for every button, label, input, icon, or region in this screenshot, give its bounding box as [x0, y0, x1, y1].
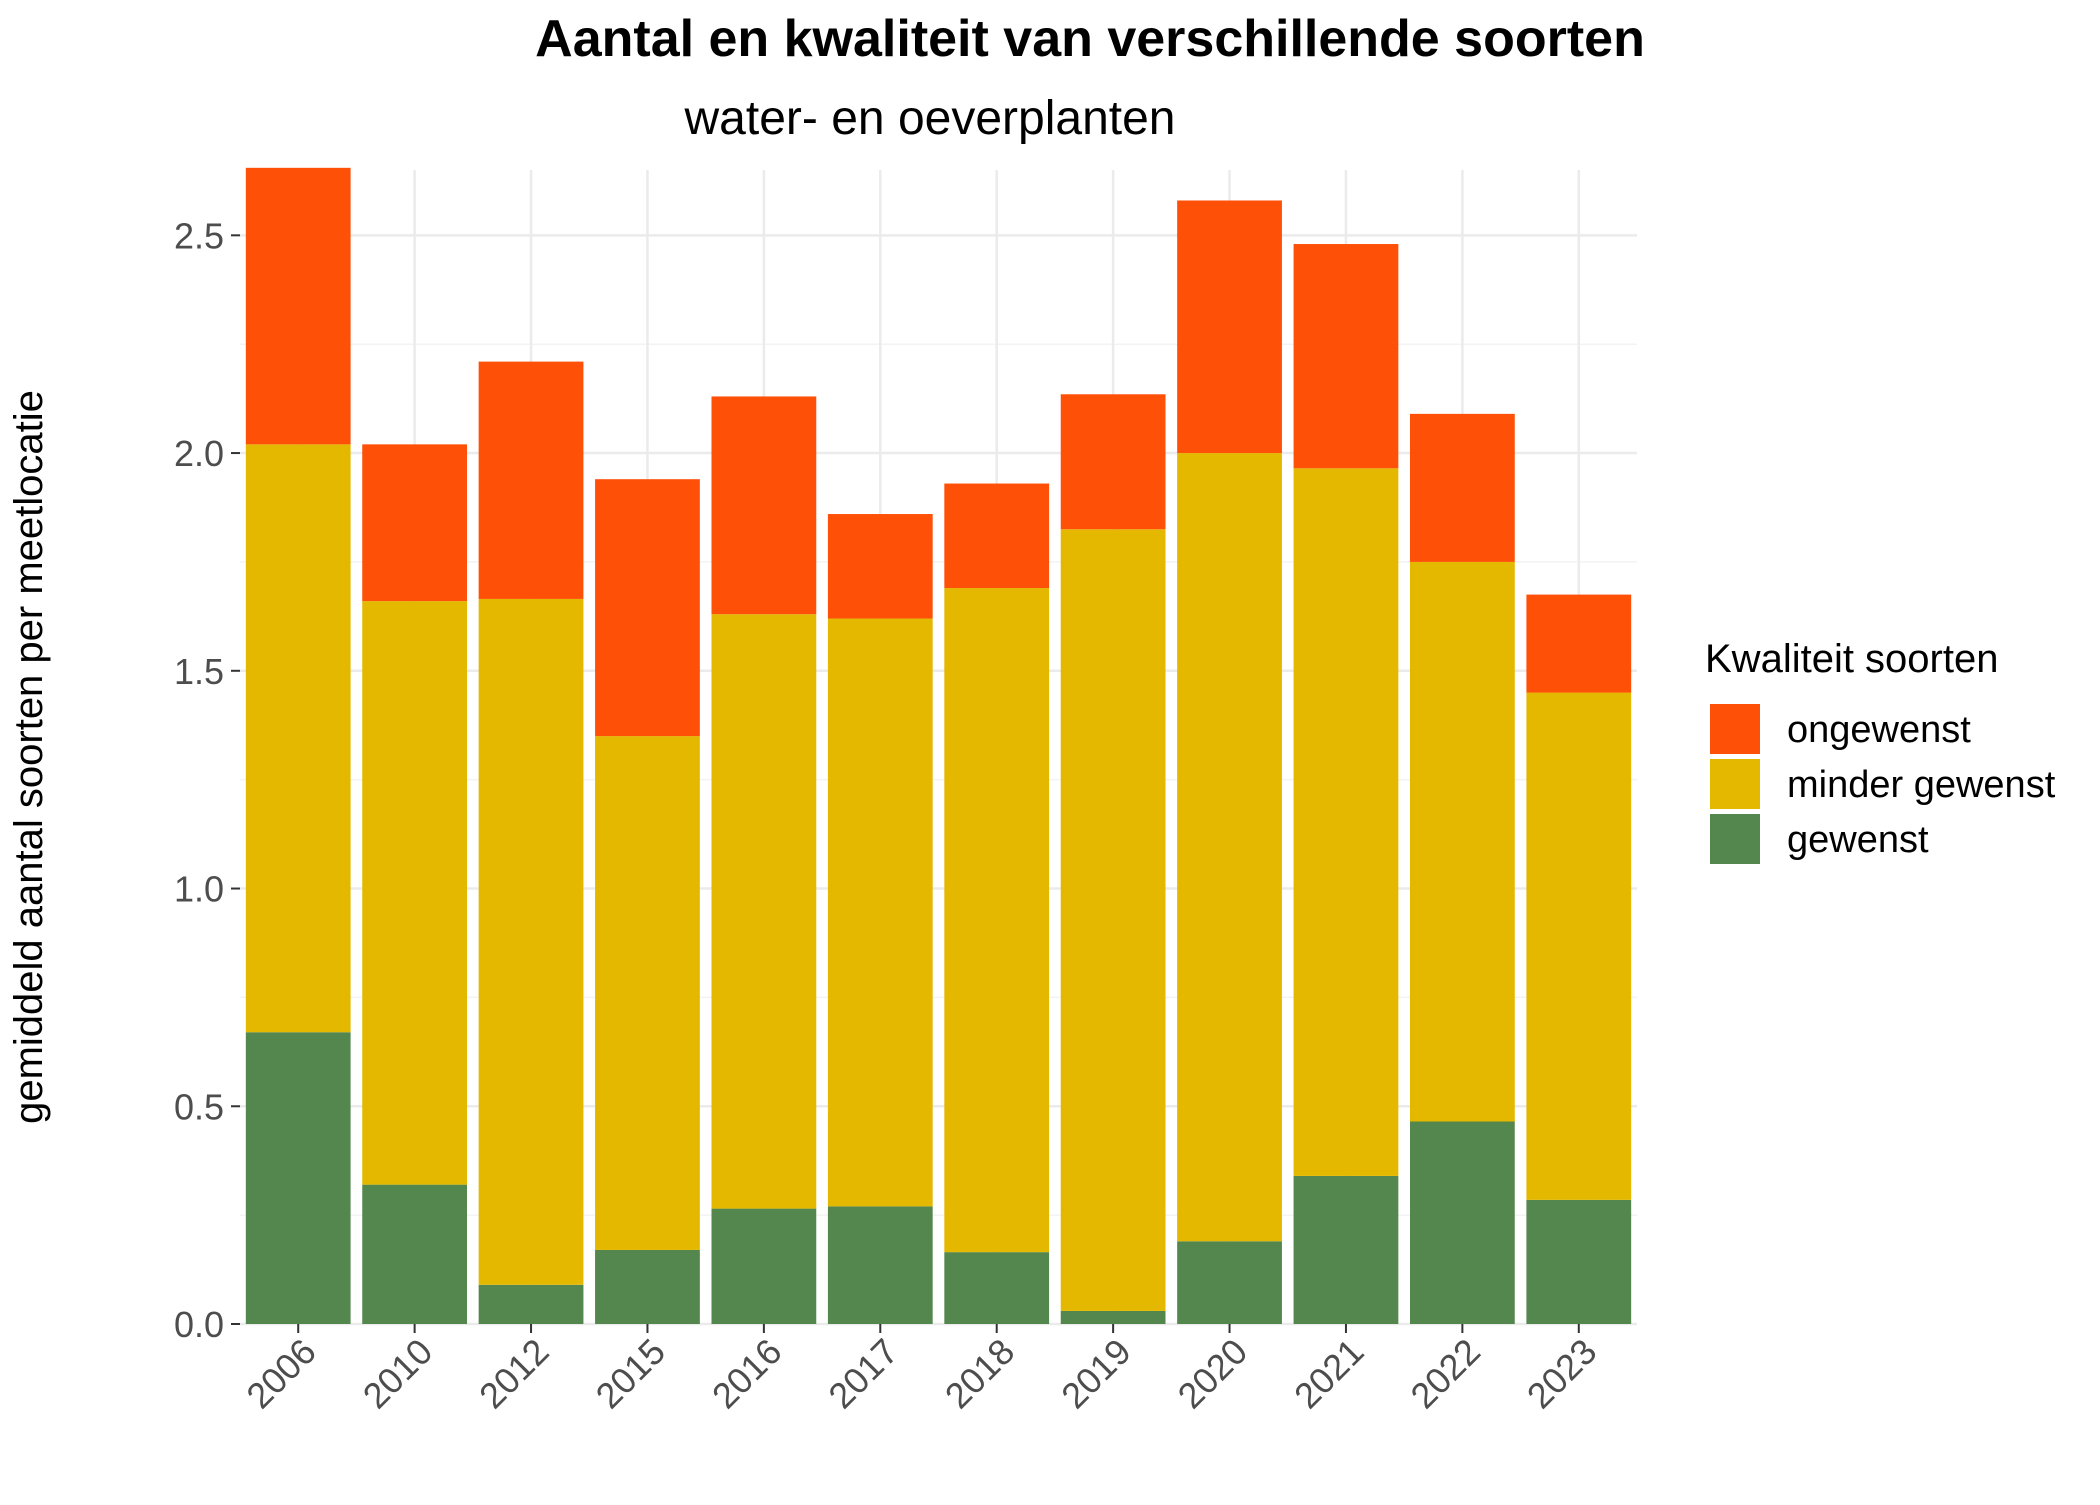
bar-ongewenst-2012 — [478, 361, 584, 599]
x-tick-label: 2010 — [355, 1331, 441, 1417]
bar-minder-gewenst-2017 — [827, 618, 933, 1207]
x-tick-label: 2012 — [471, 1331, 557, 1417]
x-axis-ticks: 2006 2010 2012 2015 2016 2017 2018 2019 2020 2021… — [238, 1324, 1604, 1416]
bar-ongewenst-2021 — [1293, 244, 1399, 469]
legend-label-gewenst: gewenst — [1787, 819, 1929, 861]
y-tick-label: 2.0 — [174, 433, 224, 474]
legend-label-minder-gewenst: minder gewenst — [1787, 764, 2056, 806]
chart-subtitle: water- en oeverplanten — [684, 92, 1176, 145]
bar-minder-gewenst-2012 — [478, 598, 584, 1285]
bars — [245, 167, 1632, 1324]
legend-title: Kwaliteit soorten — [1705, 637, 1998, 681]
bar-ongewenst-2010 — [362, 444, 468, 602]
bar-gewenst-2022 — [1409, 1121, 1515, 1324]
x-tick-label: 2006 — [238, 1331, 324, 1417]
y-tick-label: 0.5 — [174, 1086, 224, 1127]
bar-gewenst-2017 — [827, 1206, 933, 1324]
x-tick-label: 2022 — [1402, 1331, 1488, 1417]
bar-ongewenst-2016 — [711, 396, 817, 615]
bar-minder-gewenst-2018 — [944, 588, 1050, 1253]
bar-gewenst-2019 — [1060, 1310, 1166, 1324]
bar-ongewenst-2023 — [1526, 594, 1632, 693]
bar-minder-gewenst-2019 — [1060, 529, 1166, 1311]
bar-ongewenst-2006 — [245, 167, 351, 445]
legend-label-ongewenst: ongewenst — [1787, 709, 1971, 751]
bar-gewenst-2018 — [944, 1252, 1050, 1324]
bar-minder-gewenst-2010 — [362, 601, 468, 1185]
bar-minder-gewenst-2022 — [1409, 561, 1515, 1122]
legend-swatch-ongewenst — [1710, 704, 1760, 754]
x-tick-label: 2019 — [1053, 1331, 1139, 1417]
legend-swatch-gewenst — [1710, 814, 1760, 864]
bar-minder-gewenst-2021 — [1293, 468, 1399, 1176]
y-tick-label: 1.0 — [174, 869, 224, 910]
legend: Kwaliteit soorten ongewenst minder gewens… — [1705, 637, 2056, 864]
bar-gewenst-2006 — [245, 1032, 351, 1324]
x-tick-label: 2017 — [820, 1331, 906, 1417]
bar-minder-gewenst-2020 — [1177, 453, 1282, 1242]
bar-minder-gewenst-2023 — [1526, 692, 1632, 1200]
y-axis-ticks: 0.0 0.5 1.0 1.5 2.0 2.5 — [174, 215, 240, 1345]
legend-items: ongewenst minder gewenst gewenst — [1710, 704, 2056, 864]
bar-ongewenst-2022 — [1409, 413, 1515, 562]
bar-ongewenst-2020 — [1177, 200, 1282, 454]
x-tick-label: 2023 — [1519, 1331, 1605, 1417]
bar-ongewenst-2015 — [595, 479, 700, 737]
bar-gewenst-2020 — [1177, 1241, 1282, 1324]
x-tick-label: 2016 — [704, 1331, 790, 1417]
x-tick-label: 2021 — [1286, 1331, 1372, 1417]
bar-gewenst-2015 — [595, 1249, 700, 1324]
bar-minder-gewenst-2015 — [595, 736, 700, 1250]
bar-gewenst-2012 — [478, 1284, 584, 1324]
bar-gewenst-2023 — [1526, 1199, 1632, 1324]
bar-gewenst-2021 — [1293, 1175, 1399, 1324]
y-axis-label: gemiddeld aantal soorten per meetlocatie — [7, 390, 51, 1124]
y-tick-label: 0.0 — [174, 1304, 224, 1345]
legend-swatch-minder-gewenst — [1710, 759, 1760, 809]
bar-minder-gewenst-2006 — [245, 444, 351, 1033]
bar-ongewenst-2018 — [944, 483, 1050, 589]
y-tick-label: 2.5 — [174, 215, 224, 256]
x-tick-label: 2018 — [937, 1331, 1023, 1417]
bar-gewenst-2010 — [362, 1184, 468, 1324]
bar-ongewenst-2019 — [1060, 394, 1166, 530]
bar-gewenst-2016 — [711, 1208, 817, 1324]
chart-title: Aantal en kwaliteit van verschillende so… — [535, 10, 1645, 68]
bar-minder-gewenst-2016 — [711, 614, 817, 1209]
bar-ongewenst-2017 — [827, 514, 933, 619]
x-tick-label: 2020 — [1170, 1331, 1256, 1417]
x-tick-label: 2015 — [587, 1331, 673, 1417]
y-tick-label: 1.5 — [174, 651, 224, 692]
